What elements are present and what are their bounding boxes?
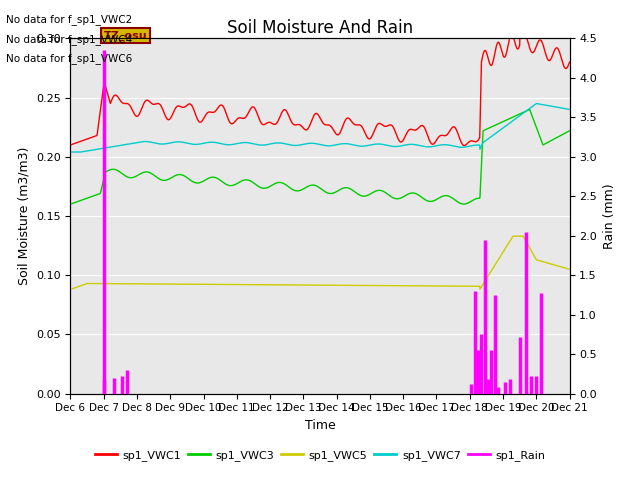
Y-axis label: Rain (mm): Rain (mm) xyxy=(603,183,616,249)
Text: TZ_osu: TZ_osu xyxy=(104,30,147,41)
Text: No data for f_sp1_VWC2: No data for f_sp1_VWC2 xyxy=(6,14,132,25)
Text: No data for f_sp1_VWC4: No data for f_sp1_VWC4 xyxy=(6,34,132,45)
Text: No data for f_sp1_VWC6: No data for f_sp1_VWC6 xyxy=(6,53,132,64)
Y-axis label: Soil Moisture (m3/m3): Soil Moisture (m3/m3) xyxy=(17,147,30,285)
X-axis label: Time: Time xyxy=(305,419,335,432)
Title: Soil Moisture And Rain: Soil Moisture And Rain xyxy=(227,19,413,37)
Legend: sp1_VWC1, sp1_VWC3, sp1_VWC5, sp1_VWC7, sp1_Rain: sp1_VWC1, sp1_VWC3, sp1_VWC5, sp1_VWC7, … xyxy=(90,445,550,465)
